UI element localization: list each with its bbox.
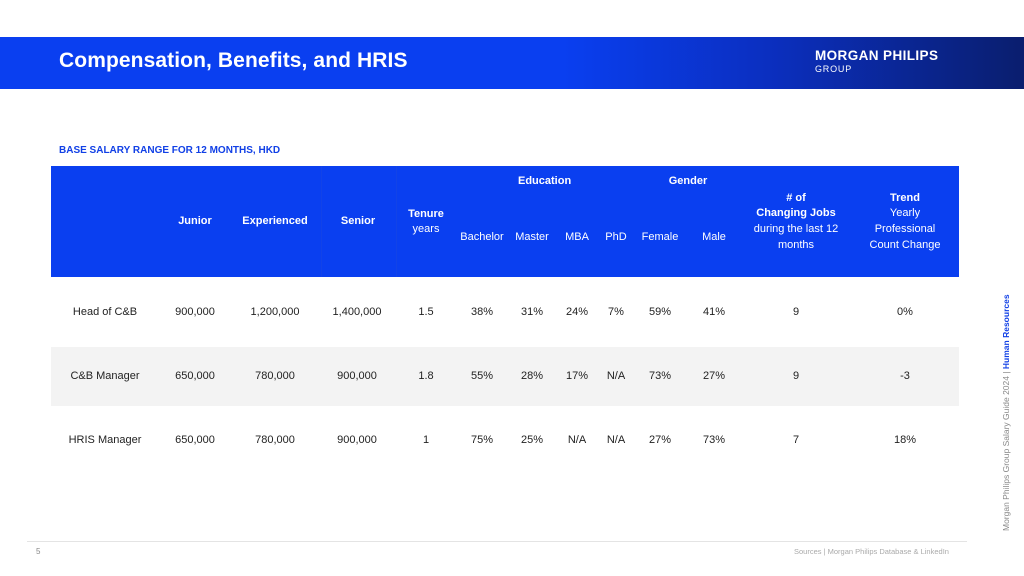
table-row: HRIS Manager 650,000 780,000 900,000 1 7…: [51, 411, 959, 470]
cell-jobs: 9: [792, 370, 800, 382]
header-female: Female: [641, 231, 679, 243]
cell-role: C&B Manager: [70, 370, 140, 382]
sources-note: Sources | Morgan Philips Database & Link…: [794, 547, 949, 556]
cell-tenure: 1.8: [418, 370, 434, 382]
cell-junior: 900,000: [175, 306, 215, 318]
page-title: Compensation, Benefits, and HRIS: [59, 49, 408, 72]
header-master: Master: [515, 231, 549, 243]
header-jobs-line2: Changing Jobs: [756, 207, 836, 219]
cell-bachelor: 38%: [470, 306, 494, 318]
cell-mba: 24%: [565, 306, 589, 318]
column-divider: [396, 166, 397, 277]
header-trend-line2: Yearly: [889, 207, 921, 219]
cell-experienced: 780,000: [255, 434, 295, 446]
cell-senior: 900,000: [337, 434, 377, 446]
gender-group-header: Gender: [668, 175, 708, 187]
side-caption: Morgan Philips Group Salary Guide 2024 |…: [1001, 294, 1011, 531]
cell-bachelor: 55%: [470, 370, 494, 382]
cell-bachelor: 75%: [470, 434, 494, 446]
cell-trend: 0%: [897, 306, 913, 318]
header-trend-line1: Trend: [890, 192, 920, 204]
cell-junior: 650,000: [175, 370, 215, 382]
cell-senior: 900,000: [337, 370, 377, 382]
cell-master: 25%: [520, 434, 544, 446]
header-mba: MBA: [565, 231, 589, 243]
header-tenure: Tenure: [408, 208, 444, 220]
header-experienced: Experienced: [242, 215, 308, 227]
header-jobs-line1: # of: [786, 192, 806, 204]
cell-experienced: 1,200,000: [250, 306, 300, 318]
header-tenure-unit: years: [412, 223, 440, 235]
header-banner: Compensation, Benefits, and HRIS MORGAN …: [0, 37, 1024, 89]
cell-phd: N/A: [606, 370, 626, 382]
table-row: Head of C&B 900,000 1,200,000 1,400,000 …: [51, 283, 959, 342]
header-bachelor: Bachelor: [460, 231, 504, 243]
table-subtitle: BASE SALARY RANGE FOR 12 MONTHS, HKD: [59, 145, 281, 156]
cell-male: 27%: [702, 370, 726, 382]
cell-tenure: 1.5: [418, 306, 434, 318]
company-logo: MORGAN PHILIPS GROUP: [815, 49, 938, 74]
header-jobs-line3: during the last 12: [753, 223, 839, 235]
header-male: Male: [702, 231, 726, 243]
table-header: Education Gender Junior Experienced Seni…: [51, 166, 959, 277]
table-row: C&B Manager 650,000 780,000 900,000 1.8 …: [51, 347, 959, 406]
header-trend-line3: Professional: [874, 223, 936, 235]
cell-role: Head of C&B: [72, 306, 138, 318]
logo-sub-text: GROUP: [815, 63, 853, 74]
cell-mba: 17%: [565, 370, 589, 382]
cell-mba: N/A: [567, 434, 587, 446]
page-number: 5: [36, 547, 41, 556]
cell-male: 73%: [702, 434, 726, 446]
header-phd: PhD: [605, 231, 627, 243]
cell-phd: 7%: [608, 306, 624, 318]
header-junior: Junior: [178, 215, 212, 227]
side-caption-text: Morgan Philips Group Salary Guide 2024 |: [1001, 369, 1011, 531]
cell-master: 31%: [520, 306, 544, 318]
cell-junior: 650,000: [175, 434, 215, 446]
cell-role: HRIS Manager: [68, 434, 142, 446]
header-trend-line4: Count Change: [869, 239, 941, 251]
cell-female: 27%: [648, 434, 672, 446]
cell-jobs: 7: [792, 434, 800, 446]
cell-jobs: 9: [792, 306, 800, 318]
cell-tenure: 1: [422, 434, 430, 446]
cell-male: 41%: [702, 306, 726, 318]
cell-master: 28%: [520, 370, 544, 382]
cell-female: 73%: [648, 370, 672, 382]
header-jobs-line4: months: [777, 239, 815, 251]
cell-experienced: 780,000: [255, 370, 295, 382]
cell-trend: -3: [900, 370, 910, 382]
column-divider: [321, 166, 322, 277]
cell-trend: 18%: [893, 434, 917, 446]
cell-female: 59%: [648, 306, 672, 318]
cell-phd: N/A: [606, 434, 626, 446]
footer-divider: [27, 541, 967, 542]
logo-main-text: MORGAN PHILIPS: [815, 48, 939, 63]
cell-senior: 1,400,000: [332, 306, 382, 318]
header-senior: Senior: [340, 215, 376, 227]
side-caption-highlight: Human Resources: [1001, 294, 1011, 370]
